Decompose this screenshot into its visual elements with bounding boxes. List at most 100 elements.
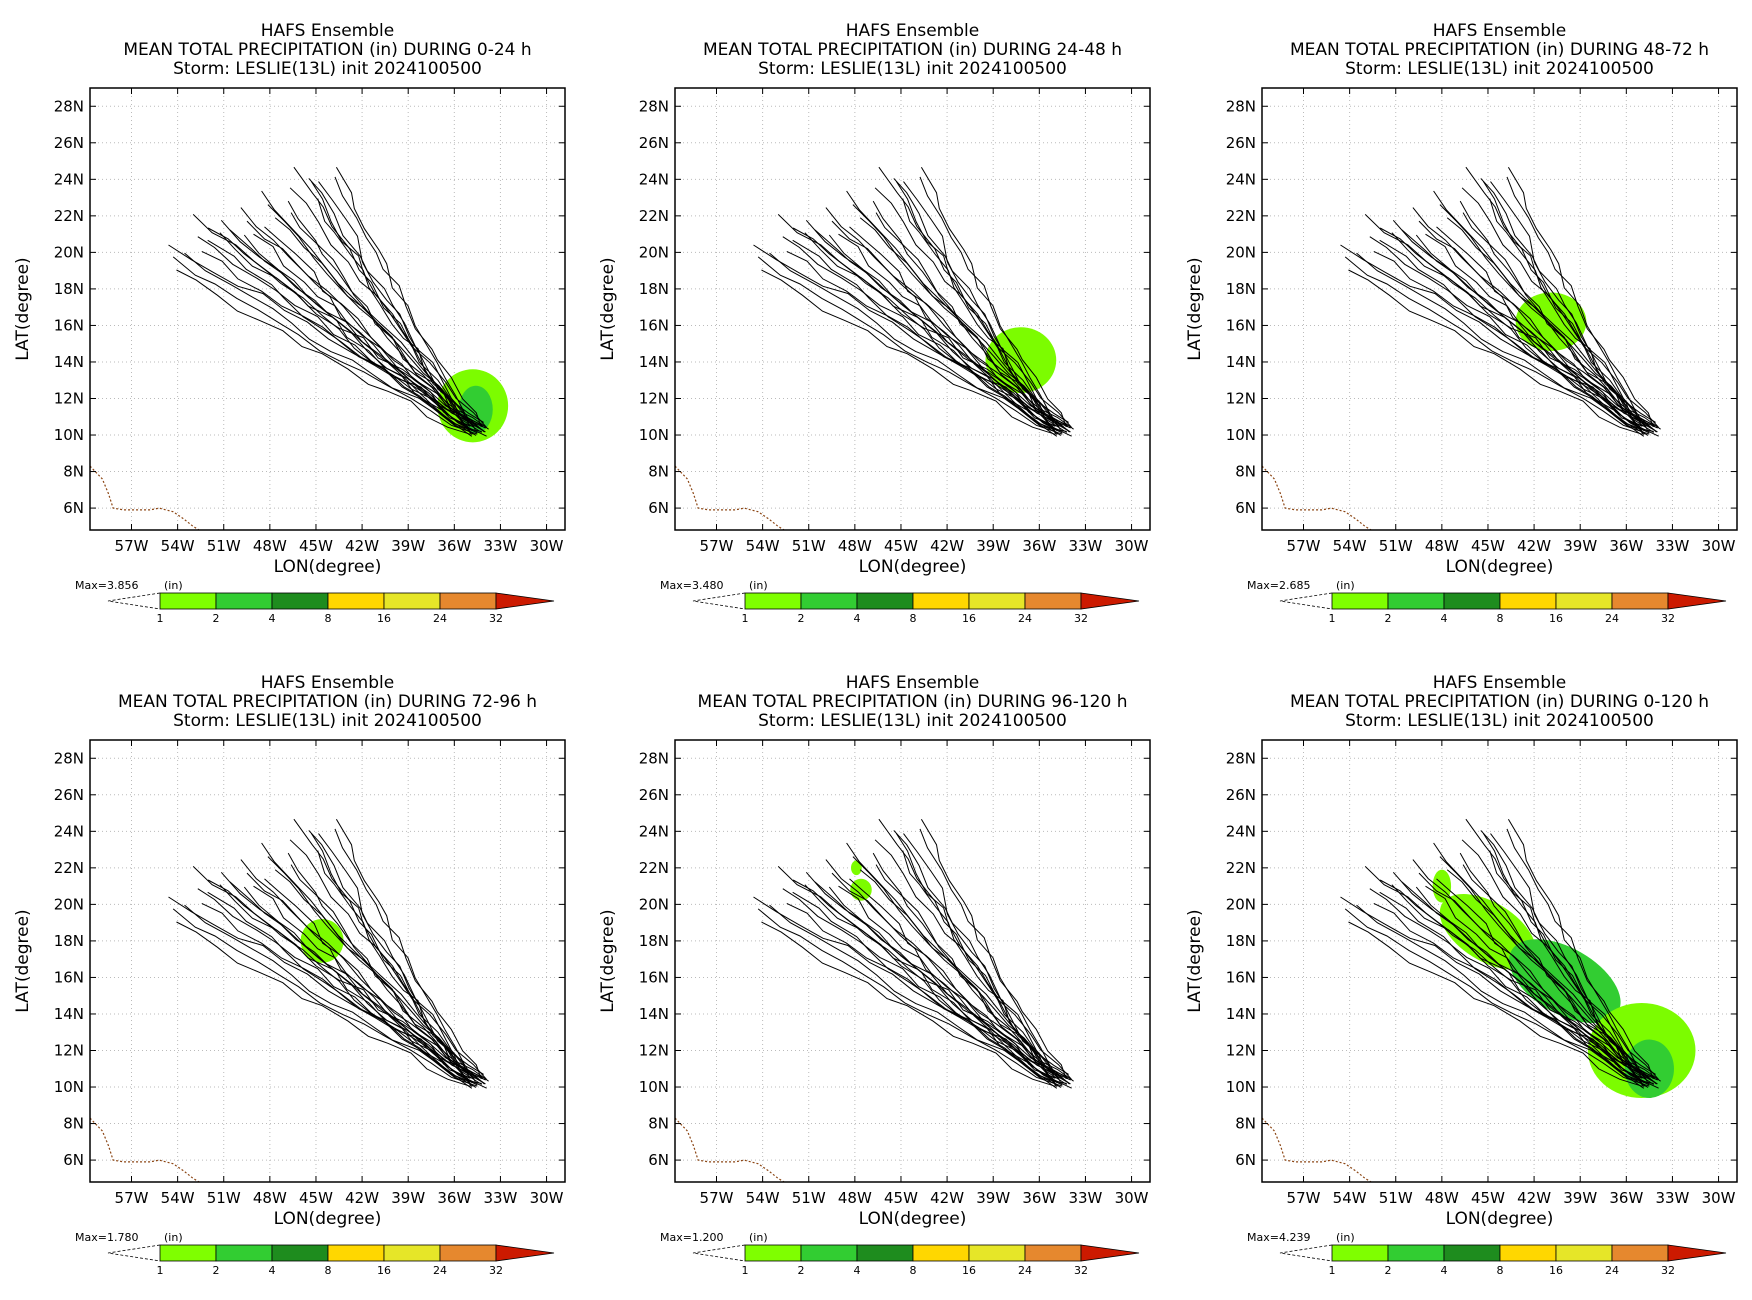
storm-track	[1480, 830, 1647, 1080]
colorbar-level-label: 16	[962, 1264, 976, 1277]
x-tick-label: 54W	[746, 537, 780, 555]
storm-track	[792, 891, 1062, 1088]
colorbar-segment	[856, 592, 914, 610]
plot-frame	[89, 739, 566, 1183]
storm-track	[317, 850, 473, 1084]
colorbar-upper-extend	[495, 592, 555, 610]
y-tick-label: 28N	[639, 97, 669, 115]
x-tick-label: 42W	[930, 1189, 964, 1207]
colorbar-upper-extend	[495, 1244, 555, 1262]
x-tick-label: 45W	[1471, 537, 1505, 555]
colorbar-segment	[159, 1244, 217, 1262]
colorbar-segment	[215, 1244, 273, 1262]
y-axis-label: LAT(degree)	[1185, 909, 1205, 1012]
panel-title: HAFS Ensemble	[846, 673, 979, 693]
storm-track	[192, 866, 484, 1079]
storm-track	[1415, 886, 1661, 1082]
y-tick-label: 16N	[54, 316, 84, 334]
colorbar-segment	[439, 1244, 497, 1262]
colorbar-segment	[1331, 592, 1389, 610]
storm-track	[1373, 250, 1659, 437]
y-tick-label: 10N	[1226, 426, 1256, 444]
colorbar-segment	[327, 592, 385, 610]
y-axis-label: LAT(degree)	[598, 257, 618, 360]
y-axis-label: LAT(degree)	[598, 909, 618, 1012]
colorbar-segment	[1555, 1244, 1613, 1262]
storm-track	[1461, 187, 1659, 428]
storm-track	[920, 167, 1061, 430]
x-tick-label: 39W	[391, 537, 425, 555]
y-tick-label: 18N	[1226, 280, 1256, 298]
plot-frame	[89, 87, 566, 531]
colorbar-lower-extend	[692, 1244, 746, 1262]
x-tick-label: 36W	[1022, 1189, 1056, 1207]
y-axis-label: LAT(degree)	[13, 909, 33, 1012]
colorbar-segment	[968, 1244, 1026, 1262]
colorbar-segment	[856, 1244, 914, 1262]
storm-track	[1465, 166, 1642, 427]
storm-track	[769, 904, 1067, 1084]
storm-track	[1439, 856, 1658, 1085]
panel-storm-label: Storm: LESLIE(13L) init 2024100500	[1345, 59, 1654, 79]
colorbar-level-label: 24	[1605, 612, 1619, 625]
colorbar-segment	[271, 1244, 329, 1262]
panel-subtitle: MEAN TOTAL PRECIPITATION (in) DURING 96-…	[698, 692, 1128, 712]
storm-track	[1461, 839, 1659, 1080]
storm-track	[1373, 902, 1659, 1089]
storm-track	[1490, 833, 1644, 1088]
colorbar-level-label: 24	[1018, 1264, 1032, 1277]
storm-track	[831, 220, 1057, 431]
coastline	[89, 1117, 200, 1183]
coastline	[1261, 465, 1372, 531]
colorbar-level-label: 8	[1497, 612, 1504, 625]
y-tick-label: 28N	[639, 749, 669, 767]
y-tick-label: 22N	[639, 207, 669, 225]
storm-track	[902, 198, 1058, 432]
x-axis-label: LON(degree)	[1446, 1209, 1554, 1229]
storm-track	[1369, 236, 1649, 426]
storm-track	[893, 178, 1060, 428]
y-tick-label: 18N	[1226, 932, 1256, 950]
y-tick-label: 16N	[639, 968, 669, 986]
storm-track	[1401, 881, 1645, 1089]
storm-track	[1415, 234, 1661, 430]
x-axis-label: LON(degree)	[859, 1209, 967, 1229]
storm-track	[246, 220, 472, 431]
storm-track	[1439, 204, 1658, 433]
panel-title: HAFS Ensemble	[261, 673, 394, 693]
storm-track	[184, 252, 482, 432]
panel-subtitle: MEAN TOTAL PRECIPITATION (in) DURING 72-…	[118, 692, 537, 712]
max-label: Max=3.480	[660, 579, 723, 592]
colorbar-level-label: 2	[1385, 1264, 1392, 1277]
y-tick-label: 12N	[1226, 1041, 1256, 1059]
x-tick-label: 36W	[1609, 537, 1643, 555]
storm-track	[1344, 256, 1650, 435]
colorbar-level-label: 8	[1497, 1264, 1504, 1277]
x-tick-label: 48W	[838, 1189, 872, 1207]
storm-track	[1418, 220, 1644, 431]
x-tick-label: 33W	[483, 1189, 517, 1207]
x-tick-label: 51W	[792, 1189, 826, 1207]
storm-track	[1379, 879, 1644, 1079]
y-tick-label: 16N	[639, 316, 669, 334]
y-tick-label: 18N	[639, 280, 669, 298]
storm-track	[267, 204, 486, 433]
y-tick-label: 20N	[54, 895, 84, 913]
units-label: (in)	[749, 579, 768, 592]
storm-track	[1489, 850, 1645, 1084]
max-label: Max=1.200	[660, 1231, 723, 1244]
storm-track	[293, 166, 470, 427]
storm-track	[1348, 921, 1643, 1087]
storm-track	[903, 833, 1057, 1088]
colorbar-level-label: 1	[742, 612, 749, 625]
panel-title: HAFS Ensemble	[261, 21, 394, 41]
storm-track	[1356, 252, 1654, 432]
x-tick-label: 45W	[299, 1189, 333, 1207]
storm-track	[769, 252, 1067, 432]
storm-track	[1364, 866, 1656, 1079]
storm-track	[814, 229, 1058, 437]
colorbar-segment	[744, 1244, 802, 1262]
storm-track	[903, 181, 1057, 436]
max-label: Max=2.685	[1247, 579, 1310, 592]
